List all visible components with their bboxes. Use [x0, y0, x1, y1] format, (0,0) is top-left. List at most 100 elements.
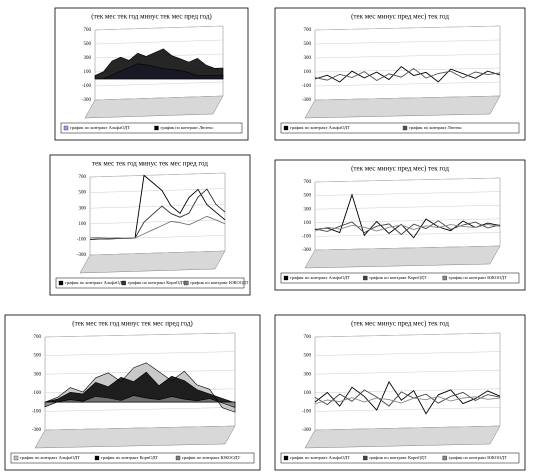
legend-swatch	[94, 455, 100, 461]
legend-swatch	[363, 455, 368, 461]
chart-panel: (тек мес минус пред мес) тек год -300 -100…	[274, 314, 526, 471]
legend-label: график по контракт ЮКООДТ	[449, 275, 507, 280]
chart-title: (тек мес минус пред мес) тек год	[351, 320, 449, 328]
area-series	[44, 395, 236, 408]
area-series	[44, 371, 236, 404]
grid-line	[314, 218, 501, 223]
line-series	[314, 224, 501, 232]
y-tick-label: 500	[304, 354, 312, 359]
legend-label: график по контракт АльфаОДТ	[70, 125, 130, 130]
legend-label: график по контракт КорнОДТ	[369, 275, 426, 280]
legend-swatch	[13, 455, 19, 461]
chart-panel: (тек мес тек год минус тек мес пред год)…	[54, 7, 249, 141]
legend-box	[280, 122, 520, 134]
y-tick-label: 700	[304, 180, 312, 185]
y-tick-label: -100	[82, 84, 92, 89]
y-tick-label: -300	[302, 428, 312, 433]
y-tick-label: 700	[79, 175, 87, 180]
y-tick-label: 100	[84, 70, 92, 75]
y-tick-label: -100	[32, 410, 42, 415]
grid-line	[314, 370, 501, 375]
legend-label: график по контракт АльфаОДТ	[65, 280, 125, 285]
line-series	[314, 66, 501, 83]
grid-line	[314, 95, 501, 101]
grid-line	[94, 81, 224, 87]
area-series	[94, 48, 224, 80]
grid-line	[44, 351, 236, 356]
grid-line	[314, 39, 501, 45]
legend-label: график по контракт КорнОДТ	[128, 280, 185, 285]
grid-line	[314, 67, 501, 73]
legend-swatch	[63, 125, 69, 131]
grid-line	[94, 95, 224, 101]
legend-swatch	[363, 275, 368, 281]
y-tick-label: 300	[304, 56, 312, 61]
legend-swatch	[121, 280, 126, 286]
y-tick-label: -100	[302, 410, 312, 415]
legend-swatch	[283, 455, 289, 461]
legend-swatch	[283, 125, 289, 131]
y-tick-label: -300	[302, 248, 312, 253]
y-tick-label: 300	[34, 372, 42, 377]
grid-line	[94, 25, 224, 31]
legend-label: график по контракт АльфаОДТ	[20, 455, 80, 460]
y-tick-label: -100	[302, 235, 312, 240]
legend-swatch	[175, 455, 181, 461]
y-tick-label: -300	[77, 253, 87, 258]
y-tick-label: 100	[79, 222, 87, 227]
legend-swatch	[283, 275, 289, 281]
grid-line	[89, 250, 226, 256]
y-tick-label: 500	[84, 42, 92, 47]
y-tick-label: 100	[34, 391, 42, 396]
grid-line	[89, 219, 226, 224]
plot-wall	[314, 177, 501, 251]
chart-title: (тек мес минус пред мес) тек год	[351, 165, 449, 173]
legend-label: график по контракт Лютекс	[409, 125, 462, 130]
grid-line	[314, 53, 501, 59]
legend-swatch	[442, 275, 447, 281]
chart-title: (тек мес тек год минус тек мес пред год)	[72, 320, 193, 328]
line-series	[314, 220, 501, 236]
legend-box	[10, 452, 255, 464]
line-series	[314, 389, 501, 407]
legend-label: график по контракт ЮКООДТ	[190, 280, 248, 285]
line-series	[89, 188, 226, 240]
legend-swatch	[184, 280, 189, 286]
legend-label: график по контракт КорнОДТ	[101, 455, 158, 460]
plot-wall	[314, 25, 501, 101]
grid-line	[89, 204, 226, 209]
y-tick-label: 500	[34, 354, 42, 359]
grid-line	[314, 407, 501, 412]
grid-line	[314, 388, 501, 393]
y-tick-label: 500	[304, 194, 312, 199]
grid-line	[44, 425, 236, 431]
legend-box	[60, 122, 243, 134]
y-tick-label: 700	[84, 28, 92, 33]
line-series	[314, 67, 501, 82]
y-tick-label: -100	[302, 84, 312, 89]
chart-panel: (тек мес минус пред мес) тек год -300 -100…	[274, 7, 526, 141]
y-tick-label: -100	[77, 238, 87, 243]
grid-line	[314, 205, 501, 210]
y-tick-label: 700	[34, 335, 42, 340]
y-tick-label: 100	[304, 391, 312, 396]
plot-wall	[89, 172, 226, 256]
legend-label: график по контракт ЮКООДТ	[182, 455, 240, 460]
legend-box	[280, 452, 520, 464]
grid-line	[314, 425, 501, 431]
y-tick-label: -300	[82, 98, 92, 103]
legend-box	[280, 272, 520, 284]
y-tick-label: 300	[84, 56, 92, 61]
grid-line	[314, 245, 501, 251]
grid-line	[314, 191, 501, 196]
chart-panel: (тек мес минус пред мес) тек год -300 -100…	[274, 159, 526, 291]
legend-box	[55, 277, 245, 289]
grid-line	[314, 177, 501, 183]
grid-line	[314, 81, 501, 87]
line-series	[314, 193, 501, 239]
y-tick-label: 300	[304, 207, 312, 212]
chart-panel: (тек мес тек год минус тек мес пред год)…	[4, 314, 261, 471]
y-tick-label: 100	[304, 221, 312, 226]
grid-line	[89, 188, 226, 193]
y-tick-label: 500	[79, 191, 87, 196]
